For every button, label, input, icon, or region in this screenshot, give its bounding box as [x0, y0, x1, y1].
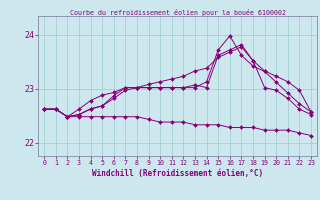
X-axis label: Windchill (Refroidissement éolien,°C): Windchill (Refroidissement éolien,°C): [92, 169, 263, 178]
Title: Courbe du refroidissement éolien pour la bouée 6100002: Courbe du refroidissement éolien pour la…: [70, 9, 286, 16]
